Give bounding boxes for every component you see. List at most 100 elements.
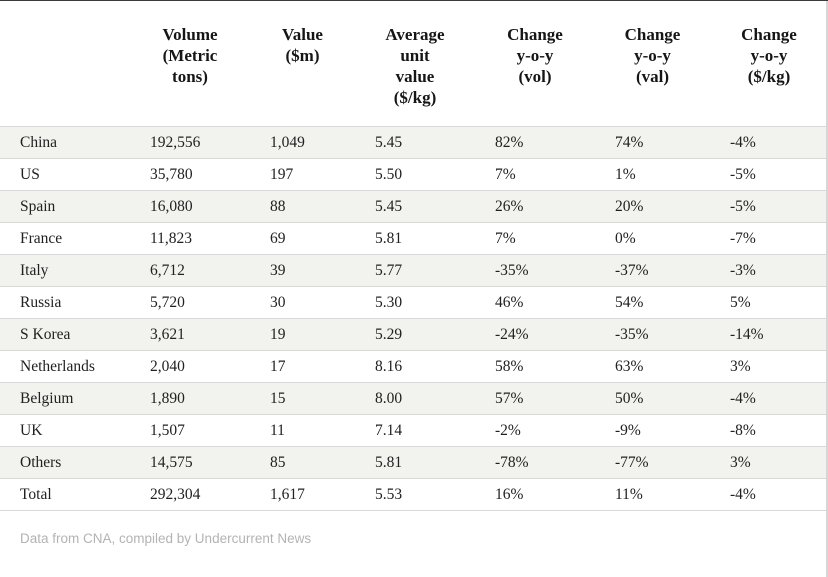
- data-cell: -77%: [595, 446, 710, 479]
- data-cell: 5.81: [355, 446, 475, 479]
- column-header-avg-unit-value: Average unit value ($/kg): [385, 25, 445, 107]
- data-cell: 7.14: [355, 414, 475, 447]
- row-label-cell: China: [0, 126, 130, 159]
- row-label-cell: Russia: [0, 286, 130, 319]
- data-cell: 5.30: [355, 286, 475, 319]
- data-cell: 2,040: [130, 350, 250, 383]
- data-cell: 54%: [595, 286, 710, 319]
- row-label-cell: Total: [0, 478, 130, 511]
- data-cell: 5.81: [355, 222, 475, 255]
- data-cell: 5,720: [130, 286, 250, 319]
- data-cell: -4%: [710, 478, 828, 511]
- data-cell: -8%: [710, 414, 828, 447]
- data-cell: 5.29: [355, 318, 475, 351]
- data-cell: 74%: [595, 126, 710, 159]
- data-cell: 20%: [595, 190, 710, 223]
- top-border-line: [0, 0, 828, 1]
- data-cell: 8.00: [355, 382, 475, 415]
- data-cell: 192,556: [130, 126, 250, 159]
- row-label-cell: Others: [0, 446, 130, 479]
- data-cell: 11,823: [130, 222, 250, 255]
- data-cell: 5.53: [355, 478, 475, 511]
- table-row: Total 292,304 1,617 5.53 16% 11% -4%: [0, 478, 828, 511]
- data-cell: 5.45: [355, 190, 475, 223]
- data-cell: 26%: [475, 190, 595, 223]
- data-cell: -3%: [710, 254, 828, 287]
- data-cell: -14%: [710, 318, 828, 351]
- data-cell: -78%: [475, 446, 595, 479]
- table-row: Others 14,575 85 5.81 -78% -77% 3%: [0, 446, 828, 479]
- data-cell: 0%: [595, 222, 710, 255]
- header-row: Volume (Metric tons) Value ($m) Average …: [0, 0, 828, 127]
- table-header: Volume (Metric tons) Value ($m) Average …: [0, 0, 828, 127]
- data-cell: -35%: [595, 318, 710, 351]
- data-cell: 3%: [710, 350, 828, 383]
- row-label-cell: Spain: [0, 190, 130, 223]
- data-cell: -5%: [710, 190, 828, 223]
- row-label-cell: S Korea: [0, 318, 130, 351]
- data-cell: 5.50: [355, 158, 475, 191]
- data-cell: 8.16: [355, 350, 475, 383]
- data-cell: 1%: [595, 158, 710, 191]
- data-cell: 7%: [475, 222, 595, 255]
- data-cell: 19: [250, 318, 355, 351]
- right-border-line: [826, 1, 828, 577]
- data-cell: 30: [250, 286, 355, 319]
- data-cell: 7%: [475, 158, 595, 191]
- table-row: Italy 6,712 39 5.77 -35% -37% -3%: [0, 254, 828, 287]
- source-note: Data from CNA, compiled by Undercurrent …: [20, 531, 312, 546]
- data-cell: 1,617: [250, 478, 355, 511]
- data-cell: 63%: [595, 350, 710, 383]
- data-cell: 50%: [595, 382, 710, 415]
- data-cell: 69: [250, 222, 355, 255]
- data-cell: -35%: [475, 254, 595, 287]
- data-cell: 14,575: [130, 446, 250, 479]
- data-cell: 3%: [710, 446, 828, 479]
- data-cell: 16%: [475, 478, 595, 511]
- data-cell: 5%: [710, 286, 828, 319]
- table-row: UK 1,507 11 7.14 -2% -9% -8%: [0, 414, 828, 447]
- data-cell: 1,049: [250, 126, 355, 159]
- data-cell: 46%: [475, 286, 595, 319]
- data-cell: 82%: [475, 126, 595, 159]
- table-row: Spain 16,080 88 5.45 26% 20% -5%: [0, 190, 828, 223]
- row-label-cell: US: [0, 158, 130, 191]
- table-row: Belgium 1,890 15 8.00 57% 50% -4%: [0, 382, 828, 415]
- data-cell: 35,780: [130, 158, 250, 191]
- data-cell: 6,712: [130, 254, 250, 287]
- data-cell: 3,621: [130, 318, 250, 351]
- data-cell: -9%: [595, 414, 710, 447]
- data-cell: 197: [250, 158, 355, 191]
- data-cell: -4%: [710, 126, 828, 159]
- row-label-cell: France: [0, 222, 130, 255]
- data-cell: -24%: [475, 318, 595, 351]
- data-cell: 17: [250, 350, 355, 383]
- data-cell: 5.77: [355, 254, 475, 287]
- row-label-cell: UK: [0, 414, 130, 447]
- data-cell: -4%: [710, 382, 828, 415]
- column-header-change-per-kg: Change y-o-y ($/kg): [741, 25, 797, 86]
- table-body: China 192,556 1,049 5.45 82% 74% -4% US 35,780 19…: [0, 126, 828, 511]
- data-cell: 1,507: [130, 414, 250, 447]
- trade-data-table: Volume (Metric tons) Value ($m) Average …: [0, 0, 828, 511]
- data-cell: 11: [250, 414, 355, 447]
- data-cell: -37%: [595, 254, 710, 287]
- column-header-volume: Volume (Metric tons): [162, 25, 218, 86]
- data-cell: 39: [250, 254, 355, 287]
- column-header-country: [0, 0, 130, 127]
- data-cell: 16,080: [130, 190, 250, 223]
- data-cell: 85: [250, 446, 355, 479]
- data-cell: 57%: [475, 382, 595, 415]
- data-cell: -7%: [710, 222, 828, 255]
- row-label-cell: Belgium: [0, 382, 130, 415]
- data-cell: 58%: [475, 350, 595, 383]
- row-label-cell: Netherlands: [0, 350, 130, 383]
- data-cell: 1,890: [130, 382, 250, 415]
- column-header-change-vol: Change y-o-y (vol): [507, 25, 563, 86]
- data-cell: 88: [250, 190, 355, 223]
- data-cell: 15: [250, 382, 355, 415]
- data-cell: 292,304: [130, 478, 250, 511]
- data-cell: 5.45: [355, 126, 475, 159]
- table-row: Netherlands 2,040 17 8.16 58% 63% 3%: [0, 350, 828, 383]
- table-row: China 192,556 1,049 5.45 82% 74% -4%: [0, 126, 828, 159]
